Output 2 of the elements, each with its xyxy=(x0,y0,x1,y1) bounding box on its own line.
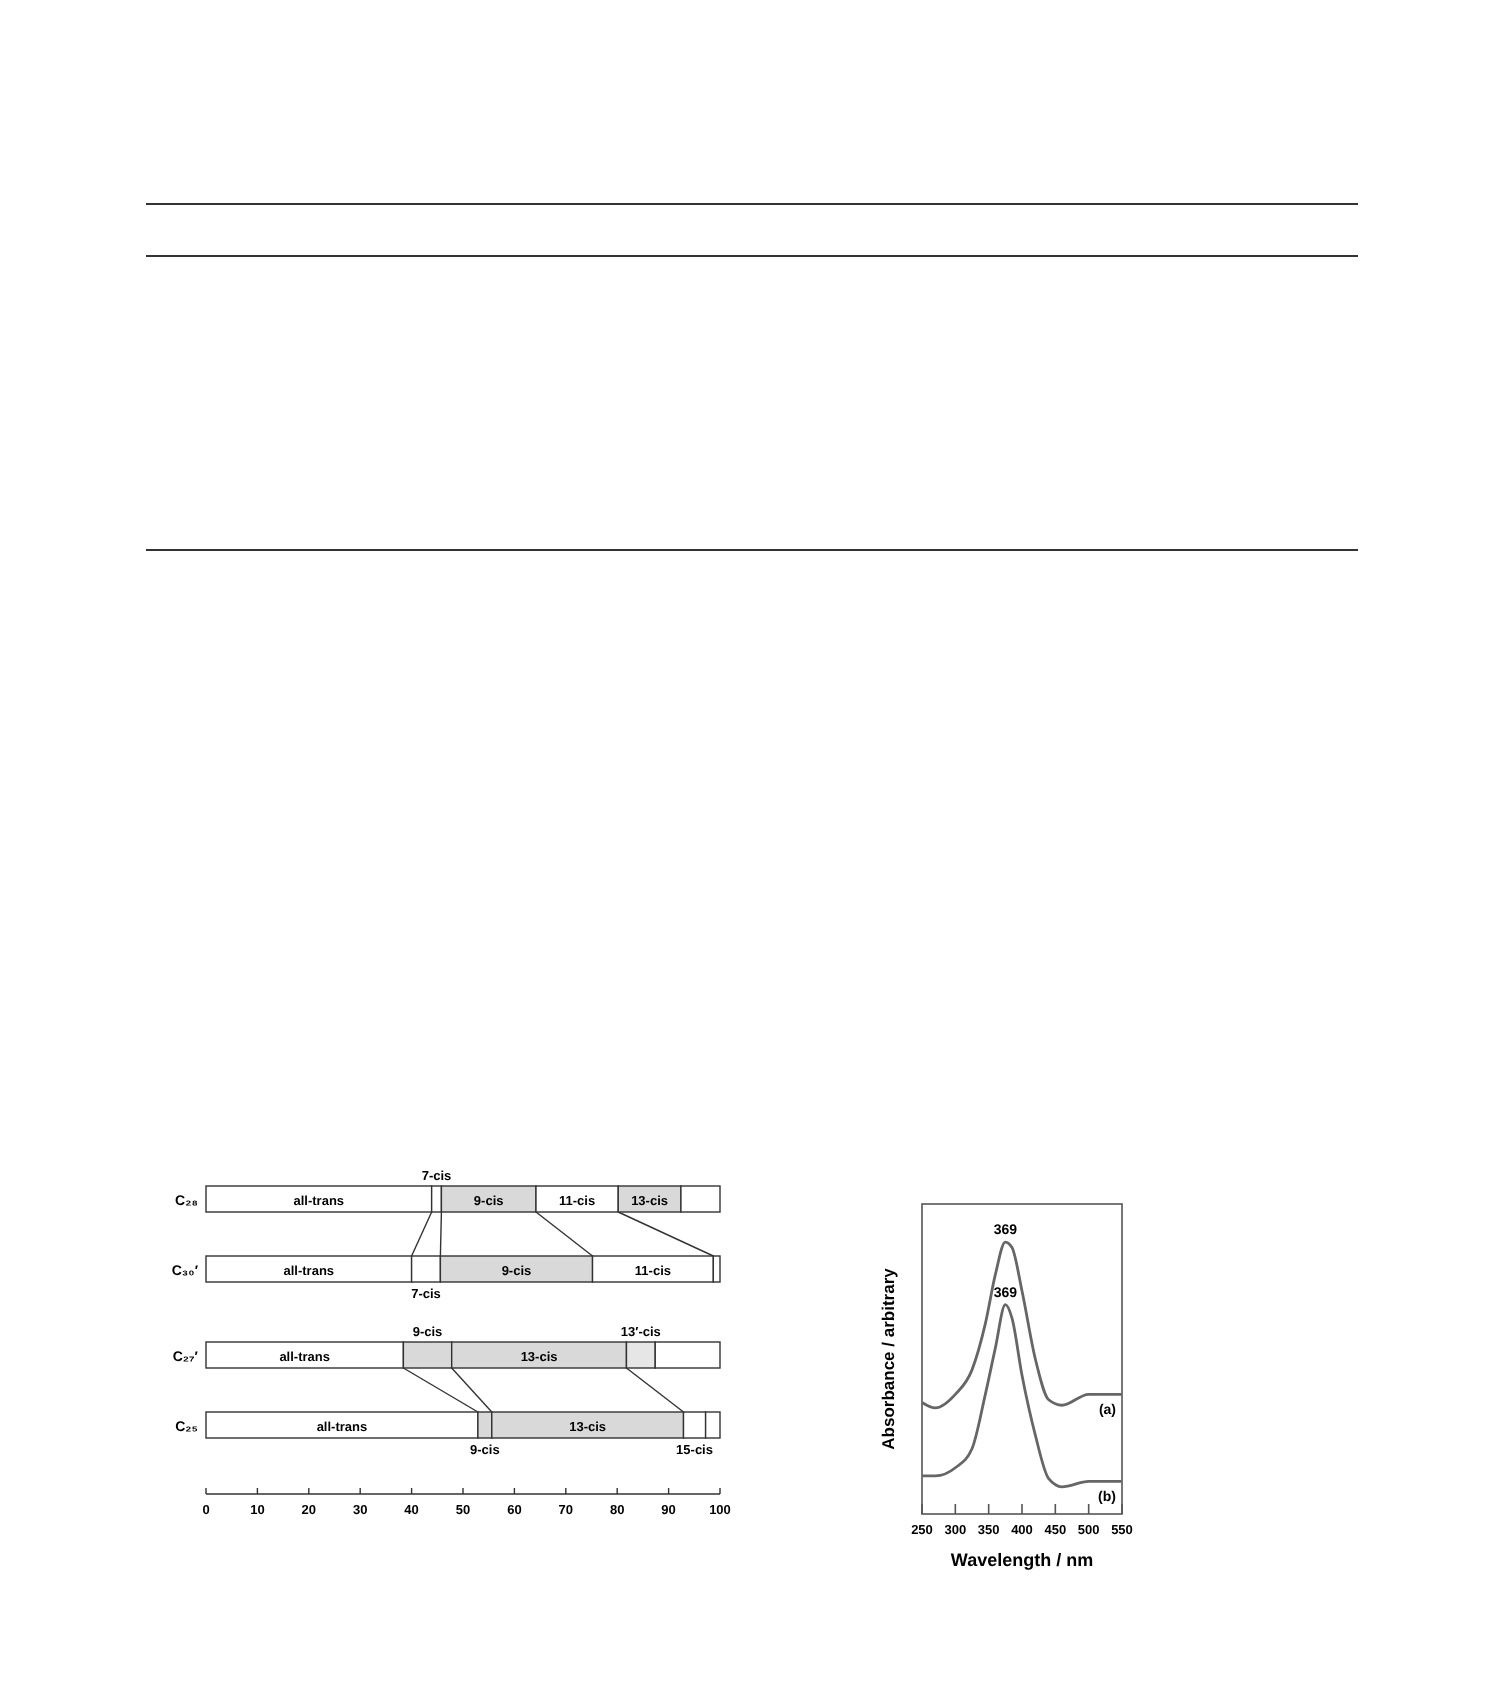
x-axis-title: Wavelength / nm xyxy=(950,1550,1094,1570)
y-axis-title: Absorbance / arbitrary xyxy=(878,1267,898,1450)
